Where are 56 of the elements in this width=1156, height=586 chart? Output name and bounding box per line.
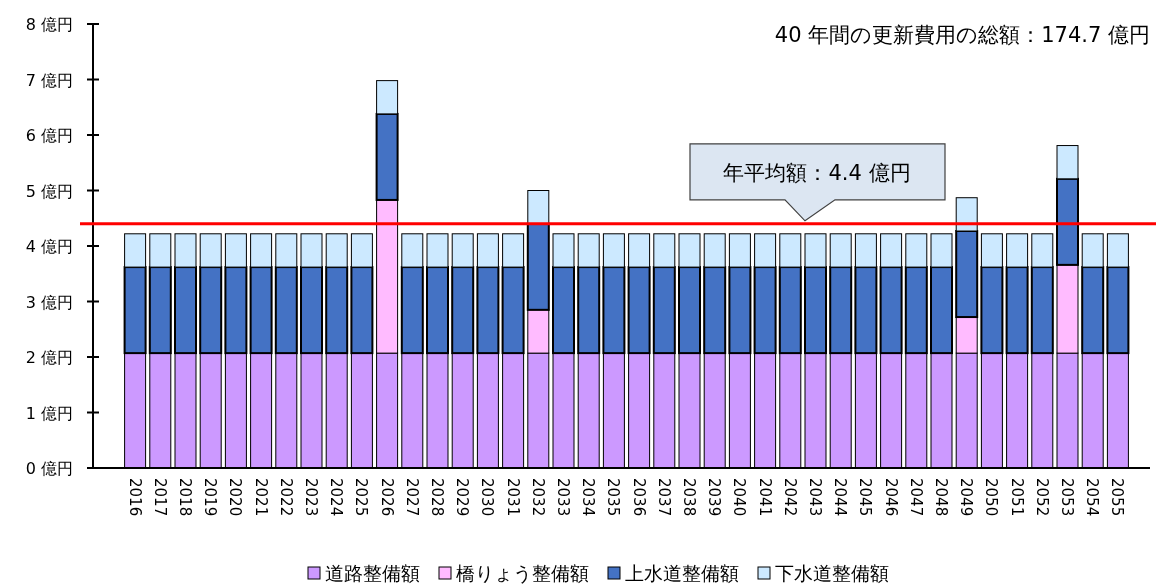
x-tick-label: 2034: [579, 478, 598, 517]
x-tick-label: 2040: [730, 478, 749, 517]
x-tick-label: 2037: [654, 478, 673, 517]
x-tick-label: 2035: [604, 478, 623, 517]
x-tick-label: 2048: [932, 478, 950, 517]
x-tick-label: 2038: [680, 478, 698, 517]
x-tick-label: 2032: [528, 478, 547, 517]
x-tick-label: 2036: [629, 478, 648, 517]
x-tick-label: 2054: [1083, 478, 1102, 517]
x-tick-label: 2042: [780, 478, 799, 517]
x-tick-label: 2050: [982, 478, 1001, 517]
x-tick-label: 2025: [352, 478, 371, 517]
x-tick-label: 2022: [276, 478, 295, 517]
ref-line-label: 年平均額：4.4 億円: [723, 160, 911, 185]
y-tick-label: 6 億円: [25, 126, 73, 145]
y-tick-label: 4 億円: [25, 237, 73, 256]
x-tick-label: 2049: [957, 478, 976, 517]
y-tick-label: 2 億円: [25, 348, 73, 367]
x-tick-label: 2028: [428, 478, 446, 517]
y-tick-label: 7 億円: [25, 70, 73, 90]
x-tick-label: 2031: [503, 478, 522, 517]
y-tick-label: 0 億円: [25, 459, 73, 478]
x-tick-label: 2030: [478, 478, 497, 517]
x-tick-label: 2041: [755, 478, 774, 517]
legend-label: 下水道整備額: [775, 562, 889, 584]
x-tick-label: 2039: [705, 478, 724, 517]
x-tick-label: 2052: [1032, 478, 1051, 517]
x-tick-label: 2055: [1108, 478, 1127, 517]
bar: [527, 190, 550, 225]
x-tick-label: 2053: [1058, 478, 1076, 517]
x-tick-label: 2045: [856, 478, 875, 517]
x-tick-label: 2017: [150, 478, 169, 517]
x-tick-label: 2018: [176, 478, 194, 517]
x-tick-label: 2016: [125, 478, 144, 517]
legend-label: 橋りょう整備額: [456, 562, 589, 584]
x-tick-label: 2023: [302, 478, 320, 517]
x-tick-label: 2033: [554, 478, 572, 517]
x-tick-label: 2027: [402, 478, 421, 517]
x-tick-label: 2019: [201, 478, 220, 517]
x-tick-label: 2029: [453, 478, 472, 517]
x-tick-label: 2043: [806, 478, 824, 517]
x-tick-label: 2021: [251, 478, 270, 517]
x-tick-label: 2020: [226, 478, 245, 517]
legend-label: 道路整備額: [325, 562, 420, 584]
annotation: 40 年間の更新費用の総額：174.7 億円: [774, 23, 1150, 47]
x-tick-label: 2024: [327, 478, 346, 517]
x-tick-label: 2047: [906, 478, 925, 517]
x-tick-label: 2046: [881, 478, 900, 517]
y-tick-label: 3 億円: [25, 292, 73, 312]
x-tick-label: 2051: [1007, 478, 1026, 517]
x-tick-label: 2044: [831, 478, 850, 517]
y-tick-label: 5 億円: [25, 181, 73, 201]
y-tick-label: 8 億円: [25, 15, 73, 34]
legend-label: 上水道整備額: [625, 562, 739, 584]
x-tick-label: 2026: [377, 478, 396, 517]
y-tick-label: 1 億円: [25, 403, 73, 423]
